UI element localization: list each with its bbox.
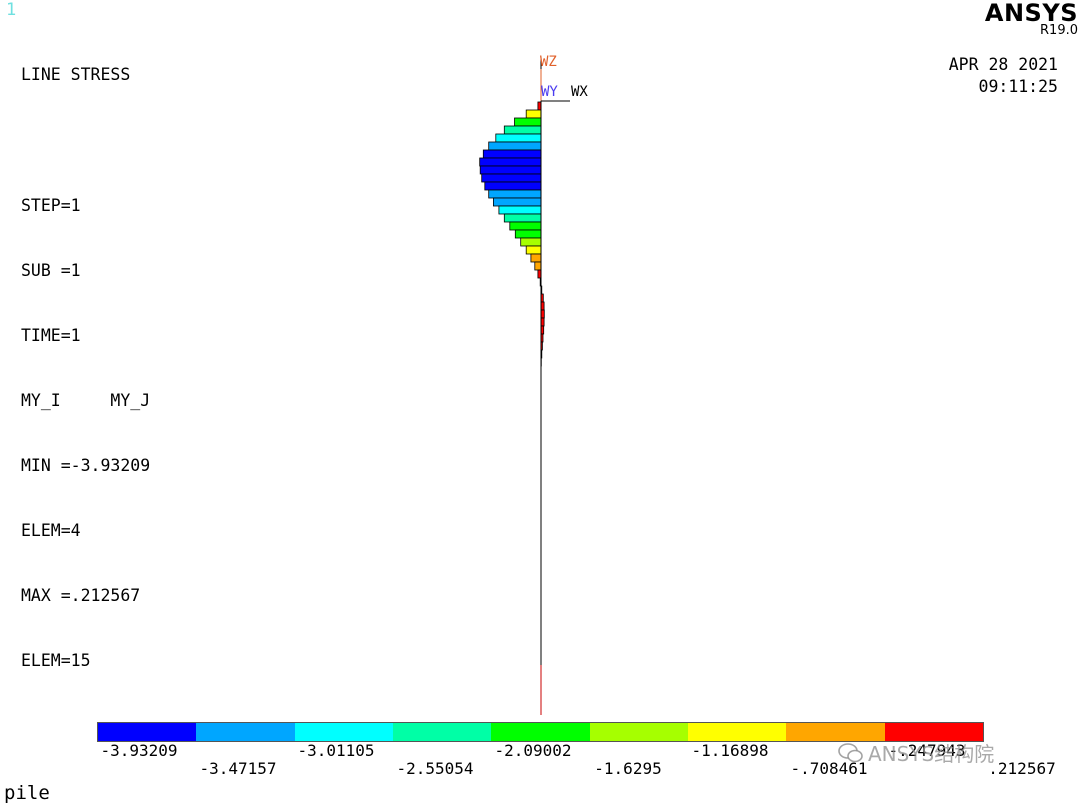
legend-swatch-2 xyxy=(196,723,295,741)
info-items: MY_I MY_J xyxy=(21,390,151,410)
triad-y-label: WY xyxy=(541,84,558,100)
stress-bands xyxy=(479,101,545,367)
legend-label: -1.16898 xyxy=(691,741,769,760)
stress-band-elem-6 xyxy=(488,141,542,151)
legend-label: -2.09002 xyxy=(494,741,572,760)
window-number: 1 xyxy=(6,0,17,20)
stress-band-elem-4 xyxy=(503,125,542,135)
info-max: MAX =.212567 xyxy=(21,586,141,606)
stress-band-elem-7 xyxy=(482,149,542,159)
info-sub: SUB =1 xyxy=(21,260,81,280)
info-min-elem: ELEM=4 xyxy=(21,521,81,541)
info-time: TIME=1 xyxy=(21,325,81,345)
watermark-text: ANSYS结构院 xyxy=(868,742,995,766)
legend-swatch-4 xyxy=(392,723,492,741)
wechat-icon xyxy=(838,742,863,762)
legend-label: -3.47157 xyxy=(199,759,277,778)
stress-band-elem-2 xyxy=(525,109,542,119)
legend-swatch-6 xyxy=(589,723,688,741)
legend-label: -3.93209 xyxy=(100,741,178,760)
contour-legend-bar xyxy=(97,722,984,742)
legend-label: -2.55054 xyxy=(396,759,474,778)
legend-swatch-9 xyxy=(884,723,983,741)
triad-x-label: WX xyxy=(571,84,588,100)
legend-swatch-3 xyxy=(294,723,393,741)
info-max-elem: ELEM=15 xyxy=(21,651,91,671)
stress-band-elem-21 xyxy=(534,261,542,271)
model-title: pile xyxy=(4,782,50,804)
stress-band-elem-11 xyxy=(484,181,542,191)
timestamp: APR 28 2021 09:11:25 xyxy=(949,54,1058,97)
legend-swatch-1 xyxy=(98,723,197,741)
stress-band-elem-13 xyxy=(492,197,542,207)
ansys-logo: ANSYS R19.0 xyxy=(985,0,1078,37)
plot-title: LINE STRESS xyxy=(21,65,131,85)
stress-band-elem-10 xyxy=(481,173,542,183)
stress-band-elem-12 xyxy=(488,189,542,199)
stress-band-elem-8 xyxy=(479,157,542,167)
logo-name: ANSYS xyxy=(984,0,1078,27)
legend-swatch-7 xyxy=(687,723,787,741)
stress-band-elem-3 xyxy=(514,117,542,127)
time-text: 09:11:25 xyxy=(978,76,1058,96)
stress-band-elem-14 xyxy=(498,205,542,215)
watermark: ANSYS结构院 xyxy=(838,738,994,767)
info-min: MIN =-3.93209 xyxy=(21,455,151,475)
stress-band-elem-15 xyxy=(503,213,542,223)
stress-band-elem-17 xyxy=(514,229,542,239)
logo-version: R19.0 xyxy=(1040,23,1078,38)
legend-label: .212567 xyxy=(988,759,1056,778)
stress-band-elem-19 xyxy=(525,245,542,255)
legend-swatch-8 xyxy=(786,723,885,741)
legend-label: -1.6295 xyxy=(594,759,662,778)
legend-label: -.247943 xyxy=(888,741,966,760)
stress-band-elem-16 xyxy=(509,221,542,231)
stress-band-elem-18 xyxy=(520,237,542,247)
legend-swatch-5 xyxy=(491,723,590,741)
coordinate-triad: WZ WY WX xyxy=(540,54,588,102)
legend-label: -3.01105 xyxy=(297,741,375,760)
date-text: APR 28 2021 xyxy=(948,55,1058,74)
plot-info: LINE STRESS STEP=1 SUB =1 TIME=1 MY_I MY… xyxy=(21,21,150,694)
stress-band-elem-9 xyxy=(479,165,542,175)
stress-band-elem-5 xyxy=(495,133,542,143)
triad-z-label: WZ xyxy=(540,54,557,70)
stress-band-elem-20 xyxy=(530,253,542,263)
info-step: STEP=1 xyxy=(21,195,81,215)
legend-label: -.708461 xyxy=(790,759,868,778)
